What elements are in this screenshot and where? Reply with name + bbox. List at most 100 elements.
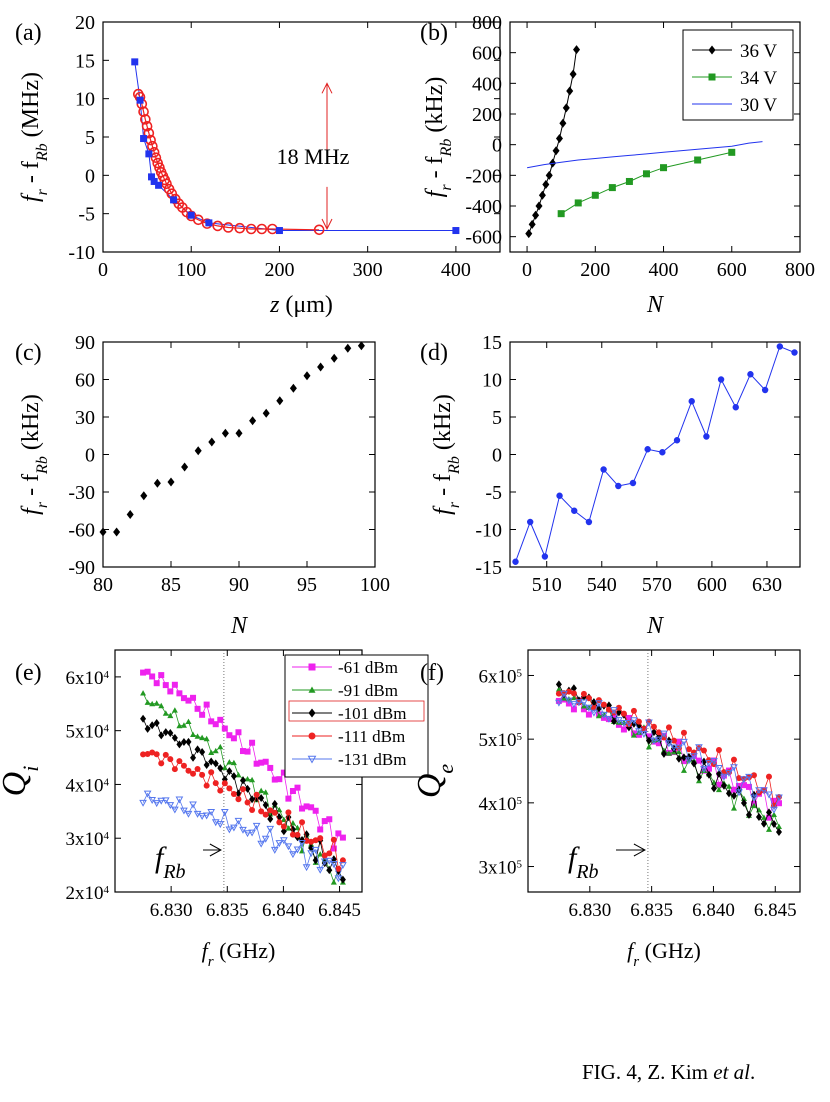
data-point bbox=[294, 824, 301, 831]
data-point bbox=[203, 782, 210, 789]
data-point bbox=[289, 383, 297, 393]
data-point bbox=[740, 782, 747, 789]
data-point bbox=[285, 809, 292, 816]
data-point bbox=[755, 787, 763, 795]
data-point bbox=[330, 836, 337, 843]
y-tick-label: -5 bbox=[78, 204, 95, 226]
x-tick-label: 85 bbox=[161, 574, 181, 596]
data-point bbox=[770, 811, 777, 817]
data-point bbox=[307, 850, 315, 858]
data-point bbox=[600, 466, 607, 473]
data-point bbox=[280, 823, 287, 830]
data-point bbox=[615, 704, 622, 711]
data-point bbox=[276, 776, 283, 783]
data-point bbox=[730, 756, 737, 763]
data-point bbox=[226, 785, 233, 792]
data-point bbox=[545, 170, 553, 180]
data-point bbox=[180, 762, 187, 769]
data-point bbox=[199, 711, 206, 718]
data-point bbox=[747, 371, 754, 378]
data-point bbox=[203, 735, 210, 742]
data-point bbox=[605, 715, 613, 723]
panel-b: 0 200 400 600 800 -600 -400 -200 0 200 400 600 800 (b… bbox=[420, 12, 815, 318]
data-point bbox=[541, 553, 549, 560]
data-point bbox=[695, 744, 703, 752]
panel-label: (d) bbox=[420, 340, 448, 366]
data-point bbox=[715, 786, 722, 793]
data-point bbox=[280, 827, 287, 836]
data-point bbox=[528, 219, 536, 229]
legend-marker bbox=[308, 686, 316, 693]
data-point bbox=[640, 730, 648, 738]
legend-label: 36 V bbox=[740, 41, 777, 62]
y-tick-label: -5 bbox=[485, 482, 502, 504]
data-point-measured bbox=[148, 173, 156, 181]
data-point bbox=[225, 826, 234, 834]
data-point bbox=[590, 698, 597, 707]
data-point bbox=[569, 69, 577, 79]
data-point bbox=[730, 786, 737, 793]
data-point bbox=[217, 716, 224, 723]
data-point-measured bbox=[155, 181, 163, 189]
data-point bbox=[761, 386, 769, 394]
data-point bbox=[630, 732, 637, 738]
data-point bbox=[650, 737, 658, 745]
data-point bbox=[571, 507, 578, 514]
data-point bbox=[217, 764, 224, 773]
data-point bbox=[675, 738, 682, 745]
data-point bbox=[140, 714, 147, 723]
data-point bbox=[230, 824, 238, 832]
data-point bbox=[252, 822, 261, 830]
data-point bbox=[317, 362, 325, 372]
data-point bbox=[770, 819, 777, 828]
data-point bbox=[555, 686, 562, 692]
data-point bbox=[675, 744, 683, 752]
data-point bbox=[570, 684, 577, 693]
data-point bbox=[244, 775, 251, 782]
data-point bbox=[642, 170, 650, 178]
data-point bbox=[552, 146, 560, 156]
y-tick-label: 2x104 bbox=[66, 883, 110, 904]
data-point bbox=[715, 765, 723, 772]
data-point bbox=[217, 787, 224, 794]
data-point bbox=[202, 812, 211, 820]
x-tick-label: 6.835 bbox=[630, 900, 673, 921]
data-point bbox=[542, 180, 550, 190]
x-tick-label: 600 bbox=[717, 259, 747, 281]
data-point-fit bbox=[222, 222, 234, 233]
y-tick-label: 600 bbox=[472, 43, 502, 65]
y-tick-label: -10 bbox=[68, 242, 95, 264]
y-tick-label: -400 bbox=[465, 196, 502, 218]
data-point bbox=[212, 747, 219, 754]
data-point bbox=[180, 722, 187, 728]
data-point bbox=[765, 773, 772, 780]
x-axis-label: N bbox=[646, 613, 665, 639]
data-point bbox=[745, 810, 752, 819]
f-rb-arrowhead bbox=[633, 843, 646, 857]
data-point bbox=[308, 844, 315, 853]
data-point bbox=[176, 758, 183, 765]
data-point bbox=[700, 747, 707, 754]
data-point bbox=[308, 838, 315, 845]
y-tick-label: 3x105 bbox=[479, 858, 523, 879]
data-point bbox=[199, 734, 206, 741]
data-point bbox=[302, 864, 311, 872]
data-point bbox=[199, 748, 206, 757]
panel-label: (a) bbox=[15, 20, 42, 46]
data-point bbox=[776, 343, 784, 350]
y-tick-label: -15 bbox=[475, 557, 502, 579]
data-point bbox=[262, 758, 269, 765]
data-point bbox=[655, 729, 662, 736]
y-tick-label: -600 bbox=[465, 227, 502, 249]
data-point bbox=[750, 772, 757, 779]
y-tick-label: -30 bbox=[68, 482, 95, 504]
axes-frame bbox=[102, 341, 376, 568]
data-point bbox=[675, 745, 682, 752]
data-point bbox=[312, 837, 319, 844]
data-point bbox=[140, 491, 148, 501]
data-point bbox=[270, 846, 279, 854]
f-rb-arrowhead bbox=[209, 843, 222, 857]
data-point bbox=[194, 705, 201, 712]
data-point bbox=[334, 875, 343, 883]
data-point bbox=[221, 780, 228, 787]
